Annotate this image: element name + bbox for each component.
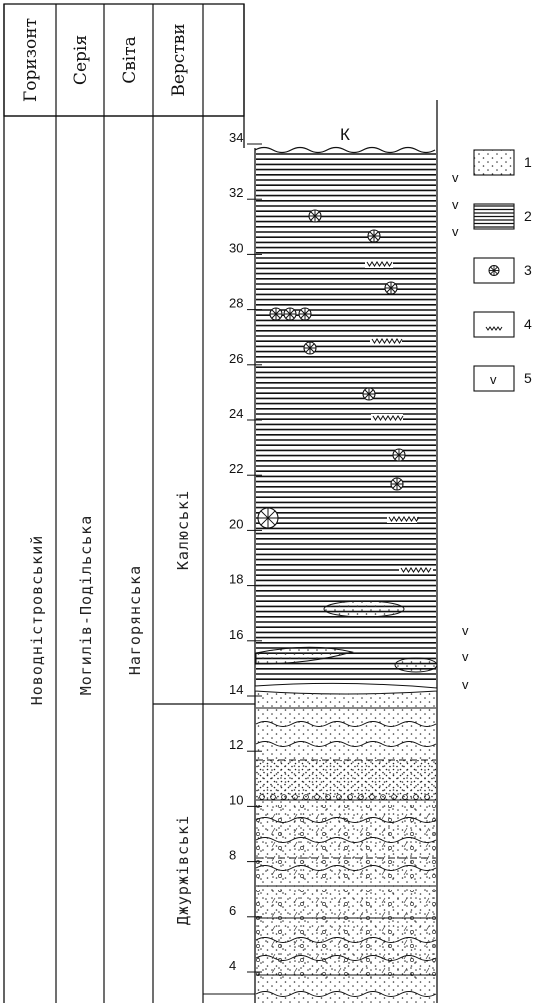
- sandstone-dots-icon: [473, 149, 515, 176]
- depth-tick-label: 4: [229, 958, 236, 973]
- depth-tick-label: 34: [229, 130, 243, 145]
- depth-tick: 20: [229, 516, 262, 531]
- depth-tick: 24: [229, 406, 262, 421]
- depth-tick-label: 6: [229, 903, 236, 918]
- ripple-marks-icon: [473, 311, 515, 338]
- fossil-star-icon: [283, 307, 297, 321]
- sampling-v-icon: v: [452, 170, 459, 185]
- depth-tick-label: 24: [229, 406, 243, 421]
- lithology-column: К 34 32 30 28 26 24 22 20 18 16 14 12 10 8 6 4: [229, 100, 438, 1003]
- horizon-name: Новодністровський: [28, 535, 46, 706]
- depth-tick: 34: [229, 130, 262, 145]
- depth-tick-label: 30: [229, 240, 243, 255]
- depth-tick: 30: [229, 240, 262, 255]
- depth-tick: 26: [229, 351, 262, 366]
- fossil-star-icon: [298, 307, 312, 321]
- depth-tick-label: 26: [229, 351, 243, 366]
- fossil-star-icon: [362, 387, 376, 401]
- depth-tick: 12: [229, 737, 262, 752]
- legend-number: 3: [524, 262, 532, 278]
- depth-tick-label: 28: [229, 296, 243, 311]
- ripple-marks-icon: [371, 414, 404, 422]
- depth-tick-label: 20: [229, 516, 243, 531]
- svg-text:v: v: [490, 372, 497, 387]
- header-layers: Верстви: [169, 23, 189, 96]
- ripple-marks-icon: [387, 515, 420, 523]
- fossil-star-icon: [308, 209, 322, 223]
- sampling-v-icon: [473, 365, 515, 392]
- depth-tick: 6: [229, 903, 262, 918]
- suite-name: Нагорянська: [126, 565, 144, 675]
- sampling-v-icon: v: [462, 649, 469, 664]
- legend-item: 2: [473, 203, 532, 230]
- fossil-star-icon: [303, 341, 317, 355]
- legend-item: 3: [473, 257, 532, 284]
- depth-tick: 32: [229, 185, 262, 200]
- depth-tick: 16: [229, 627, 262, 642]
- depth-tick: 28: [229, 296, 262, 311]
- header-series: Серія: [71, 35, 91, 85]
- sampling-v-icon: v: [452, 224, 459, 239]
- wavy-top-boundary: [254, 146, 436, 154]
- depth-tick: 4: [229, 958, 262, 973]
- depth-tick-label: 10: [229, 792, 243, 807]
- fossil-star-icon: [390, 477, 404, 491]
- legend-item: 4: [473, 311, 532, 338]
- fossil-star-icon: [257, 507, 279, 529]
- fossil-star-icon: [269, 307, 283, 321]
- top-label: К: [340, 125, 350, 144]
- fossil-star-icon: [392, 448, 406, 462]
- header-horizon: Горизонт: [21, 18, 41, 102]
- ripple-marks-icon: [370, 337, 403, 345]
- legend-number: 5: [524, 370, 532, 386]
- header-suite: Світа: [120, 36, 140, 84]
- depth-tick: 10: [229, 792, 262, 807]
- sampling-v-icon: v: [452, 197, 459, 212]
- depth-tick: 22: [229, 461, 262, 476]
- legend-number: 2: [524, 208, 532, 224]
- depth-tick-label: 8: [229, 848, 236, 863]
- depth-tick: 14: [229, 682, 262, 697]
- layer-upper-name: Калюські: [174, 490, 192, 570]
- sand-lenses: [254, 600, 438, 695]
- sampling-v-icon: v: [462, 677, 469, 692]
- depth-tick-label: 32: [229, 185, 243, 200]
- fossil-star-icon: [367, 229, 381, 243]
- depth-tick-label: 22: [229, 461, 243, 476]
- legend-item: 1: [473, 149, 532, 176]
- ripple-marks-icon: [399, 566, 433, 574]
- depth-tick-label: 14: [229, 682, 243, 697]
- lower-sandstone-unit: [255, 691, 437, 1003]
- depth-tick: 8: [229, 848, 262, 863]
- header-block: Горизонт Серія Світа Верстви: [3, 3, 245, 1003]
- legend-number: 1: [524, 154, 532, 170]
- depth-tick: 18: [229, 572, 262, 587]
- series-name: Могилів-Подільська: [77, 515, 95, 696]
- sampling-v-icon: v: [462, 623, 469, 638]
- depth-tick-label: 18: [229, 572, 243, 587]
- legend-number: 4: [524, 316, 532, 332]
- depth-tick-label: 12: [229, 737, 243, 752]
- fossil-star-icon: [384, 281, 398, 295]
- layer-lower-name: Джуржівські: [174, 815, 192, 925]
- ripple-marks-icon: [365, 260, 393, 268]
- depth-tick-label: 16: [229, 627, 243, 642]
